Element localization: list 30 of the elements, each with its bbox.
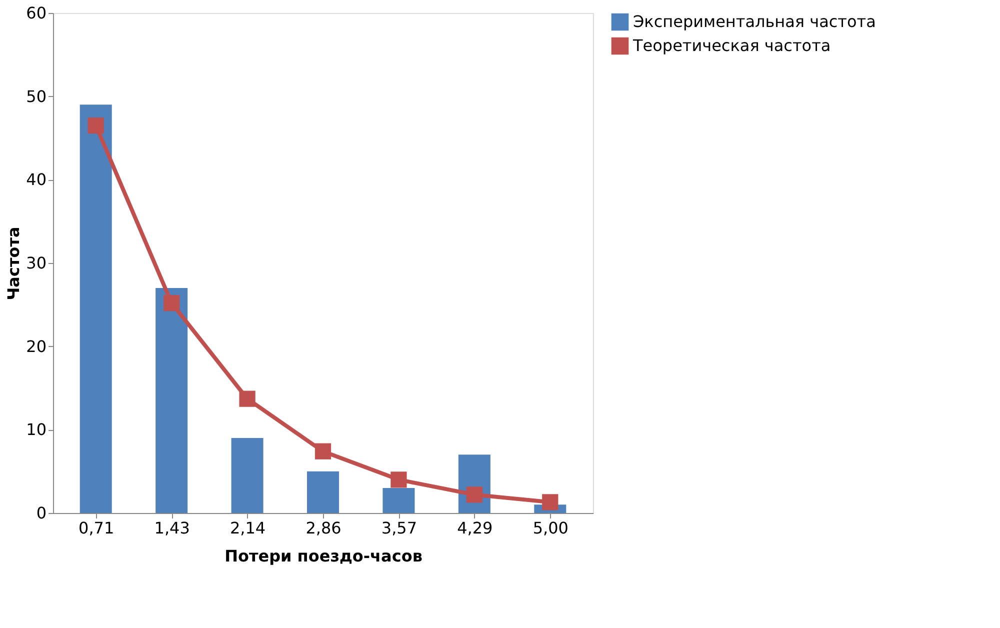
bar: [156, 288, 188, 513]
point: [390, 472, 407, 488]
y-tick-label: 10: [26, 420, 46, 440]
y-tick-label: 0: [36, 504, 46, 522]
legend-label: Экспериментальная частота: [633, 12, 876, 31]
y-tick-label: 30: [26, 254, 46, 272]
x-tick-label: 0,71: [78, 518, 114, 538]
x-tick-label: 5,00: [532, 518, 568, 538]
bar: [307, 471, 339, 513]
legend-label: Теоретическая частота: [632, 36, 831, 55]
x-axis-title: Потери поездо-часов: [224, 546, 422, 566]
y-axis-title: Частота: [4, 226, 24, 300]
point: [88, 117, 104, 134]
bar: [231, 438, 264, 513]
bar: [80, 104, 112, 513]
x-tick-label: 2,14: [230, 518, 266, 538]
point: [314, 443, 332, 460]
x-tick-label: 3,57: [381, 518, 418, 538]
y-tick-label: 40: [26, 170, 46, 190]
y-tick-label: 20: [26, 336, 46, 356]
x-tick-label: 1,43: [154, 518, 190, 538]
point: [164, 294, 180, 312]
point: [239, 390, 256, 407]
point: [466, 486, 482, 503]
point: [542, 494, 558, 510]
x-tick-label: 4,29: [457, 518, 493, 538]
y-tick-label: 60: [26, 4, 46, 22]
x-tick-label: 2,86: [306, 518, 342, 538]
bar: [382, 488, 415, 513]
y-tick-label: 50: [26, 86, 46, 106]
